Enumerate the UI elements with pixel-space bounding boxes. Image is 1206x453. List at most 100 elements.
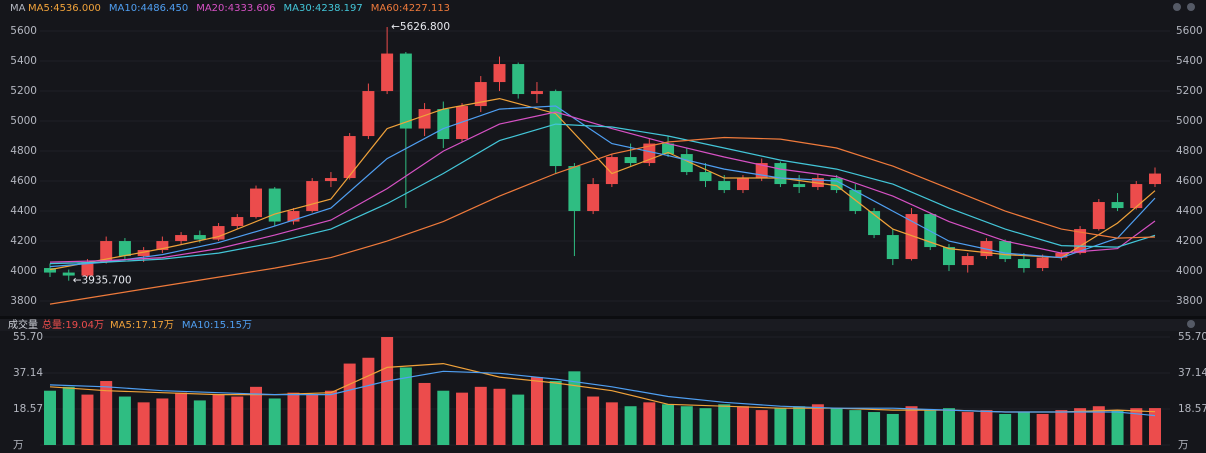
candle-body — [175, 235, 188, 242]
candle-body — [231, 217, 244, 227]
volume-bar — [999, 413, 1012, 445]
candle-body — [961, 256, 974, 266]
volume-bar — [680, 406, 693, 445]
candle-body — [493, 64, 506, 83]
candle-body — [474, 82, 487, 107]
volume-bar — [81, 394, 94, 445]
y-tick-label: 5600 — [10, 25, 37, 37]
volume-bar — [456, 392, 469, 445]
y-tick-label: 4400 — [10, 205, 37, 217]
volume-bar — [287, 392, 300, 445]
candle-body — [437, 109, 450, 140]
candle-body — [793, 184, 806, 188]
candle-body — [306, 181, 319, 212]
volume-bar — [1017, 412, 1030, 445]
candle-body — [362, 91, 375, 137]
volume-bar — [418, 382, 431, 445]
y-tick-label-right: 4200 — [1176, 235, 1203, 247]
volume-ma-line — [49, 370, 1156, 417]
price-annotation: ←5626.800 — [391, 21, 450, 33]
volume-bar — [268, 398, 281, 445]
y-tick-label: 4600 — [10, 175, 37, 187]
candle-body — [287, 211, 300, 222]
volume-tick-label: 55.70 — [13, 331, 43, 343]
candle-body — [118, 241, 131, 257]
volume-bar — [1149, 408, 1161, 445]
volume-bar — [980, 410, 993, 445]
candle-body — [886, 235, 899, 260]
volume-bar — [587, 396, 600, 445]
volume-tick-label-right: 55.70 — [1178, 331, 1206, 343]
volume-bar — [306, 394, 319, 445]
volume-bar — [624, 406, 637, 445]
y-tick-label-right: 5600 — [1176, 25, 1203, 37]
close-icon[interactable] — [1187, 3, 1195, 11]
volume-bar — [343, 363, 356, 445]
y-tick-label-right: 3800 — [1176, 295, 1203, 307]
legend-entry: MA30:4238.197 — [283, 3, 362, 14]
candle-body — [587, 184, 600, 212]
volume-bar — [905, 406, 918, 445]
volume-bar — [1055, 410, 1068, 445]
ma-line — [49, 123, 1156, 265]
candle-body — [755, 163, 768, 179]
volume-bar — [362, 357, 375, 445]
y-tick-label: 5200 — [10, 85, 37, 97]
candle-body — [268, 188, 281, 222]
volume-bar — [755, 410, 768, 445]
volume-bar — [324, 390, 337, 445]
volume-bar — [605, 402, 618, 445]
ma-header: MA — [10, 3, 26, 14]
volume-bar — [961, 412, 974, 445]
candle-body — [774, 163, 787, 185]
volume-bar — [250, 386, 263, 445]
volume-bar — [643, 402, 656, 445]
volume-tick-label-right: 万 — [1178, 439, 1189, 451]
legend-entry: MA20:4333.606 — [196, 3, 275, 14]
candle-body — [81, 262, 94, 276]
candle-body — [1149, 173, 1161, 185]
candle-body — [343, 136, 356, 179]
volume-bar — [381, 337, 394, 445]
volume-bar — [231, 396, 244, 445]
volume-title: 成交量 — [8, 318, 38, 331]
volume-legend-entry: MA5:17.17万 — [110, 320, 174, 331]
volume-bar — [662, 404, 675, 445]
candle-body — [418, 109, 431, 129]
y-tick-label: 3800 — [10, 295, 37, 307]
volume-total: 总量:19.04万 — [42, 318, 104, 331]
legend-entry: MA60:4227.113 — [371, 3, 450, 14]
volume-close-icon[interactable] — [1187, 320, 1195, 328]
ma-line — [49, 97, 1156, 271]
y-tick-label: 4200 — [10, 235, 37, 247]
candle-body — [193, 235, 206, 240]
volume-bar — [699, 408, 712, 445]
candle-body — [250, 188, 263, 218]
y-tick-label-right: 5400 — [1176, 55, 1203, 67]
volume-tick-label: 万 — [13, 439, 24, 451]
candle-body — [999, 241, 1012, 260]
candle-body — [1036, 257, 1049, 269]
volume-bar — [156, 398, 169, 445]
volume-bar — [718, 404, 731, 445]
volume-header-bar — [0, 319, 1206, 331]
panel-divider — [0, 316, 1206, 319]
settings-icon[interactable] — [1173, 3, 1181, 11]
candle-body — [662, 143, 675, 155]
y-tick-label: 5000 — [10, 115, 37, 127]
y-tick-label-right: 5200 — [1176, 85, 1203, 97]
candle-body — [624, 157, 637, 164]
ma-line — [49, 111, 1156, 263]
candle-body — [1017, 259, 1030, 269]
candle-body — [512, 64, 525, 95]
volume-bar — [44, 390, 56, 445]
volume-bar — [830, 408, 843, 445]
volume-bar — [437, 390, 450, 445]
volume-bar — [100, 381, 113, 445]
candle-body — [736, 178, 749, 191]
volume-bar — [193, 400, 206, 445]
volume-bar — [118, 396, 131, 445]
volume-bar — [212, 394, 225, 445]
